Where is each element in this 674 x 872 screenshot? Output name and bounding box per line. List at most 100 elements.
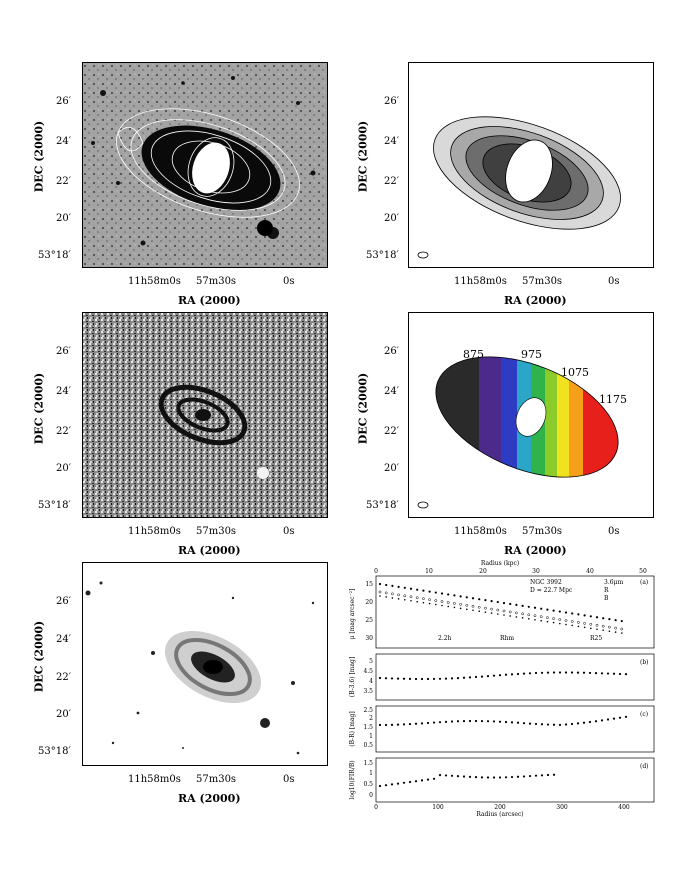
- dec-tick-20-1: 20′: [56, 213, 71, 224]
- d-tick-1: 1: [369, 770, 373, 777]
- c-tick-15: 1.5: [363, 724, 373, 731]
- dec-tick-18-3: 53°18′: [38, 500, 71, 511]
- d-tick-05: 0.5: [363, 781, 373, 788]
- profile-a-point: [620, 627, 624, 631]
- dec-tick-26-5: 26′: [56, 596, 71, 607]
- profile-a-point: [570, 620, 574, 623]
- profile-a-point: [409, 587, 413, 590]
- profile-d-point: [462, 775, 466, 778]
- ylabel-a: μ [mag arcsec⁻²]: [349, 589, 356, 640]
- velocity-label-975: 975: [521, 348, 542, 361]
- profile-d-point: [378, 784, 382, 788]
- profile-d-point: [396, 782, 400, 785]
- profile-a-point: [434, 591, 437, 594]
- profile-c-point: [504, 720, 508, 724]
- bottom-tick-400: 400: [618, 804, 630, 811]
- profile-a-point: [571, 624, 573, 627]
- profile-a-point: [546, 608, 549, 611]
- profile-a-point: [564, 619, 568, 622]
- profile-a-point: [521, 617, 524, 619]
- profile-b-point: [468, 676, 472, 679]
- profile-c-point: [528, 722, 532, 725]
- bottom-axis-label: Radius (arcsec): [476, 811, 523, 818]
- profile-c-point: [510, 721, 514, 724]
- profile-a-point: [440, 600, 444, 603]
- a-tick-30: 30: [365, 635, 373, 642]
- optical-image-hi-contours: [82, 62, 328, 268]
- profile-c-point: [570, 722, 574, 726]
- profile-b-point: [426, 677, 430, 681]
- c-tick-25: 2.5: [363, 707, 373, 714]
- top-tick-30: 30: [532, 568, 540, 575]
- profile-a-point: [577, 625, 580, 628]
- profile-c-point: [384, 723, 388, 727]
- profile-a-point: [608, 625, 611, 629]
- ra-axis-label-2: RA (2000): [504, 294, 567, 307]
- profile-b-point: [564, 671, 568, 674]
- profile-b-point: [492, 674, 496, 677]
- profile-c-point: [432, 721, 436, 724]
- profile-b-point: [414, 677, 418, 681]
- profile-d-point: [402, 781, 406, 784]
- ra-tick-0-4: 0s: [608, 526, 620, 537]
- profile-c-point: [480, 719, 484, 723]
- profile-b-point: [582, 671, 586, 674]
- profile-a-point: [410, 599, 412, 602]
- profile-a-point: [614, 631, 617, 633]
- dec-tick-24-2: 24′: [384, 136, 399, 147]
- profile-b-point: [504, 673, 508, 676]
- profile-a-point: [503, 614, 505, 616]
- profile-d-point: [426, 778, 430, 781]
- d-tick-15: 1.5: [363, 760, 373, 767]
- profile-b-point: [534, 671, 538, 675]
- profile-a-point: [546, 620, 549, 623]
- profile-b-point: [516, 672, 520, 676]
- marker-label-22h: 2.2h: [438, 635, 452, 642]
- bottom-tick-200: 200: [494, 804, 506, 811]
- profile-a-point: [397, 598, 400, 600]
- profile-a-point: [466, 608, 468, 611]
- dec-tick-18-4: 53°18′: [366, 500, 399, 511]
- profile-a-point: [391, 592, 394, 596]
- profile-a-point: [589, 622, 593, 626]
- profile-b-point: [618, 672, 622, 676]
- profile-b-point: [558, 671, 562, 674]
- ra-tick-5730-2: 57m30s: [522, 276, 563, 287]
- dec-tick-20-2: 20′: [384, 213, 399, 224]
- profile-a-point: [552, 609, 555, 612]
- profile-a-point: [484, 599, 487, 602]
- profile-a-point: [384, 591, 388, 595]
- profile-c-point: [396, 723, 400, 726]
- c-tick-1: 1: [369, 733, 373, 740]
- dec-tick-24-3: 24′: [56, 386, 71, 397]
- profile-a-point: [409, 595, 413, 599]
- profile-a-point: [552, 617, 555, 620]
- profile-a-point: [385, 596, 387, 598]
- profile-a-point: [533, 606, 537, 609]
- panel-label-a: (a): [640, 579, 648, 586]
- hi-velocity-field: 875 975 1075 1175: [408, 312, 654, 518]
- profile-c-point: [558, 723, 562, 727]
- profile-d-point: [384, 784, 388, 787]
- profile-d-point: [528, 774, 532, 778]
- legend-series-b: B: [604, 595, 609, 602]
- dec-tick-26-3: 26′: [56, 346, 71, 357]
- profile-a-point: [478, 598, 481, 601]
- profile-a-point: [465, 596, 468, 599]
- profile-a-point: [608, 630, 611, 632]
- b-tick-45: 4.5: [363, 668, 373, 675]
- top-tick-20: 20: [479, 568, 487, 575]
- dec-tick-18-2: 53°18′: [366, 250, 399, 261]
- profile-a-point: [403, 594, 407, 598]
- profile-a-point: [595, 616, 599, 619]
- ra-tick-0-1: 0s: [283, 276, 295, 287]
- velocity-label-875: 875: [463, 348, 484, 361]
- top-tick-10: 10: [425, 568, 433, 575]
- dec-axis-label-3: DEC (2000): [32, 372, 46, 445]
- profile-c-point: [594, 720, 598, 723]
- profile-a-point: [521, 612, 524, 616]
- profile-a-point: [484, 606, 487, 610]
- profile-a-point: [440, 592, 444, 595]
- legend-name: NGC 3992: [530, 579, 562, 586]
- profile-c-point: [438, 721, 442, 724]
